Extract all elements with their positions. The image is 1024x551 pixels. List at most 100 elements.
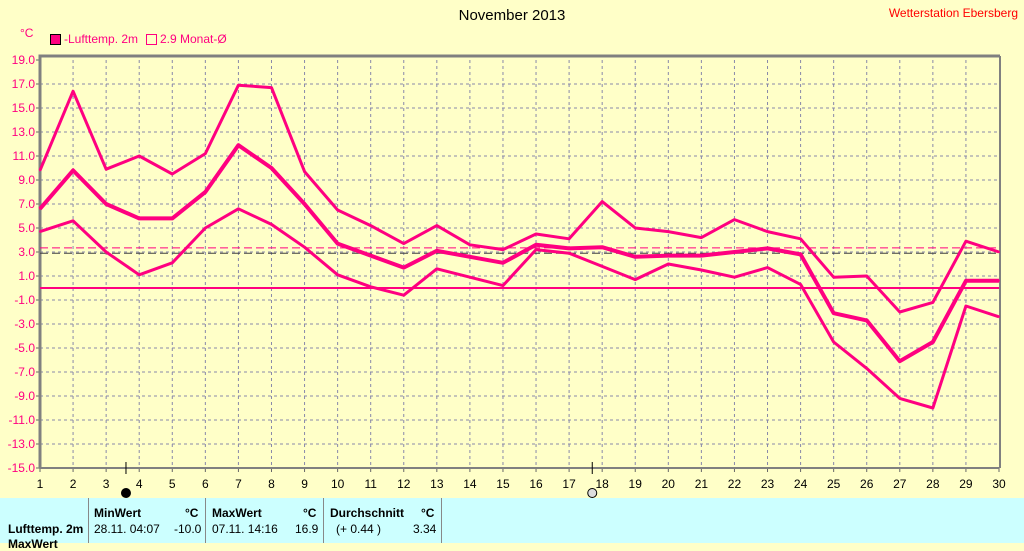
data-point [998, 279, 1000, 282]
x-tick-label: 13 [430, 477, 444, 491]
data-point [601, 265, 604, 268]
y-tick-label: -13.0 [8, 437, 36, 451]
row2-label: MaxWert [8, 537, 58, 551]
data-point [39, 207, 41, 210]
data-point [204, 152, 207, 155]
new-moon-icon [120, 488, 131, 498]
data-point [568, 252, 571, 255]
data-point [468, 243, 471, 246]
y-tick-label: 19.0 [12, 53, 36, 67]
data-point [468, 255, 471, 258]
x-tick-label: 22 [728, 477, 742, 491]
data-point [634, 255, 637, 258]
data-point [270, 86, 273, 89]
y-tick-label: 17.0 [12, 77, 36, 91]
data-point [303, 246, 306, 249]
full-moon-icon [587, 488, 598, 498]
data-point [336, 209, 339, 211]
min-unit: °C [185, 506, 199, 520]
data-point [733, 251, 736, 253]
x-tick-label: 9 [301, 477, 308, 491]
data-point [700, 236, 703, 239]
data-point [998, 251, 1000, 253]
data-point [535, 248, 538, 251]
min-time: 28.11. 04:07 [94, 522, 160, 536]
x-tick-label: 6 [202, 477, 209, 491]
x-tick-label: 28 [926, 477, 940, 491]
data-point [898, 397, 901, 400]
avg-delta: (+ 0.44 ) [336, 522, 382, 536]
x-tick-label: 14 [463, 477, 477, 491]
data-point [865, 319, 868, 322]
max-unit: °C [303, 506, 317, 520]
data-point [237, 207, 240, 210]
data-point [568, 237, 571, 240]
data-point [601, 200, 604, 203]
avg-value: 3.34 [413, 522, 437, 536]
data-point [766, 247, 769, 250]
x-tick-label: 29 [959, 477, 973, 491]
data-point [435, 267, 438, 270]
row-label: Lufttemp. 2m [8, 522, 84, 536]
data-point [204, 227, 207, 229]
series-line-min [39, 207, 1000, 410]
data-point [535, 243, 538, 246]
data-point [601, 246, 604, 249]
x-tick-label: 26 [860, 477, 874, 491]
data-point [435, 249, 438, 252]
data-point [799, 253, 802, 256]
data-point [303, 203, 306, 205]
data-point [700, 254, 703, 257]
x-tick-label: 12 [397, 477, 411, 491]
data-point [832, 341, 835, 343]
legend-item-temp: -Lufttemp. 2m [64, 32, 139, 46]
data-point [369, 254, 372, 257]
data-point [667, 263, 670, 265]
min-value: -10.0 [174, 522, 202, 536]
unit-label: °C [20, 26, 34, 40]
data-point [964, 279, 967, 282]
data-point [501, 284, 504, 287]
y-tick-label: 3.0 [18, 245, 35, 259]
min-header: MinWert [94, 506, 142, 520]
data-point [72, 90, 75, 93]
x-tick-label: 20 [662, 477, 676, 491]
y-tick-label: 9.0 [18, 173, 35, 187]
x-tick-label: 1 [37, 477, 44, 491]
y-tick-label: 15.0 [12, 101, 36, 115]
max-value: 16.9 [295, 522, 319, 536]
data-point [336, 242, 339, 245]
data-point [138, 217, 141, 220]
data-point [865, 367, 868, 370]
x-tick-label: 4 [136, 477, 143, 491]
x-tick-label: 16 [529, 477, 543, 491]
x-tick-label: 8 [268, 477, 275, 491]
data-point [667, 254, 670, 257]
y-tick-label: 7.0 [18, 197, 35, 211]
data-point [700, 269, 703, 271]
x-tick-label: 24 [794, 477, 808, 491]
x-tick-label: 2 [70, 477, 77, 491]
y-tick-label: -7.0 [14, 365, 35, 379]
data-point [568, 247, 571, 250]
data-point [171, 173, 174, 175]
data-point [468, 276, 471, 279]
data-point [105, 251, 108, 253]
data-point [105, 168, 108, 171]
data-point [402, 294, 405, 297]
y-tick-label: 5.0 [18, 221, 35, 235]
data-point [303, 170, 306, 173]
data-point [72, 169, 75, 172]
data-point [766, 266, 769, 269]
axis-frame [38, 54, 1000, 468]
y-tick-label: -11.0 [9, 413, 36, 427]
data-point [435, 224, 438, 227]
series-line-max [38, 83, 1000, 314]
data-point [105, 203, 108, 205]
series-line-lufttemp2m [38, 143, 999, 364]
data-point [72, 219, 75, 222]
data-point [931, 341, 934, 343]
avg-unit: °C [421, 506, 435, 520]
data-point [766, 230, 769, 233]
data-point [998, 315, 1000, 318]
